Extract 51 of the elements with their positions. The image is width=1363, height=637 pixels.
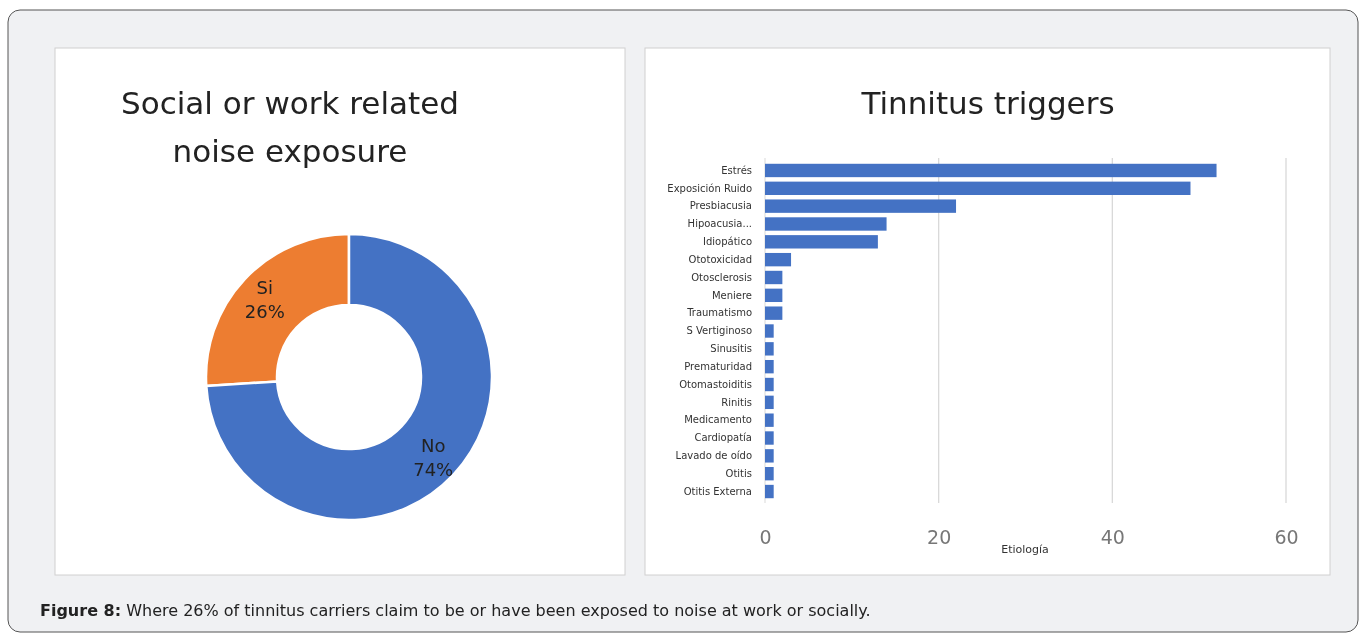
y-tick-label: S Vertiginoso [686, 325, 752, 337]
caption: Figure 8: Where 26% of tinnitus carriers claim to be or have been exposed to noise at work or socially. [40, 601, 871, 620]
y-tick-label: Idiopático [703, 236, 752, 248]
data-label: 74% [413, 459, 454, 481]
chart-title: Social or work related noise exposure [121, 85, 459, 169]
slice-label: No [420, 435, 446, 457]
slice-label: Si [256, 276, 274, 298]
y-tick-label: Otomastoiditis [679, 378, 752, 390]
bar [765, 199, 957, 213]
y-tick-label: Otitis [725, 467, 752, 479]
bar [765, 359, 774, 374]
chart-title: Tinnitus triggers [860, 85, 1115, 121]
x-tick-label: 60 [1274, 525, 1299, 548]
bar [765, 431, 774, 445]
bar [765, 377, 774, 392]
bar [765, 342, 774, 356]
x-tick-label: 40 [1100, 525, 1125, 548]
y-tick-label: Prematuridad [684, 360, 752, 372]
bar [765, 235, 878, 249]
bar [765, 467, 774, 481]
bar [765, 413, 774, 427]
bar [765, 288, 783, 303]
bar [765, 217, 887, 231]
y-tick-label: Meniere [711, 289, 752, 301]
y-tick-label: Estrés [721, 164, 752, 176]
y-tick-label: Otosclerosis [691, 271, 752, 283]
bar [765, 395, 774, 410]
y-tick-label: Ototoxicidad [688, 253, 752, 265]
x-tick-label: 20 [927, 525, 952, 548]
bar [765, 252, 792, 267]
bar [765, 270, 783, 285]
y-tick-label: Sinusitis [710, 343, 752, 355]
y-tick-label: Exposición Ruido [667, 182, 752, 194]
x-axis-title: Etiología [1001, 543, 1049, 556]
bar [765, 163, 1217, 178]
data-label: 26% [244, 300, 285, 322]
y-tick-label: Medicamento [684, 414, 752, 426]
y-tick-label: Presbiacusia [689, 200, 752, 212]
donut-slice [205, 232, 494, 522]
y-tick-label: Hipoacusia... [687, 218, 752, 230]
bar [765, 449, 774, 463]
bar [765, 484, 774, 499]
bar [765, 181, 1191, 195]
y-tick-label: Rinitis [721, 396, 752, 408]
x-tick-label: 0 [759, 525, 772, 548]
y-tick-label: Lavado de oído [675, 450, 752, 462]
y-tick-label: Otitis Externa [683, 485, 752, 497]
y-tick-label: Cardiopatía [694, 432, 752, 444]
bar [765, 306, 783, 320]
bar [765, 324, 774, 338]
y-tick-label: Traumatismo [686, 307, 752, 319]
